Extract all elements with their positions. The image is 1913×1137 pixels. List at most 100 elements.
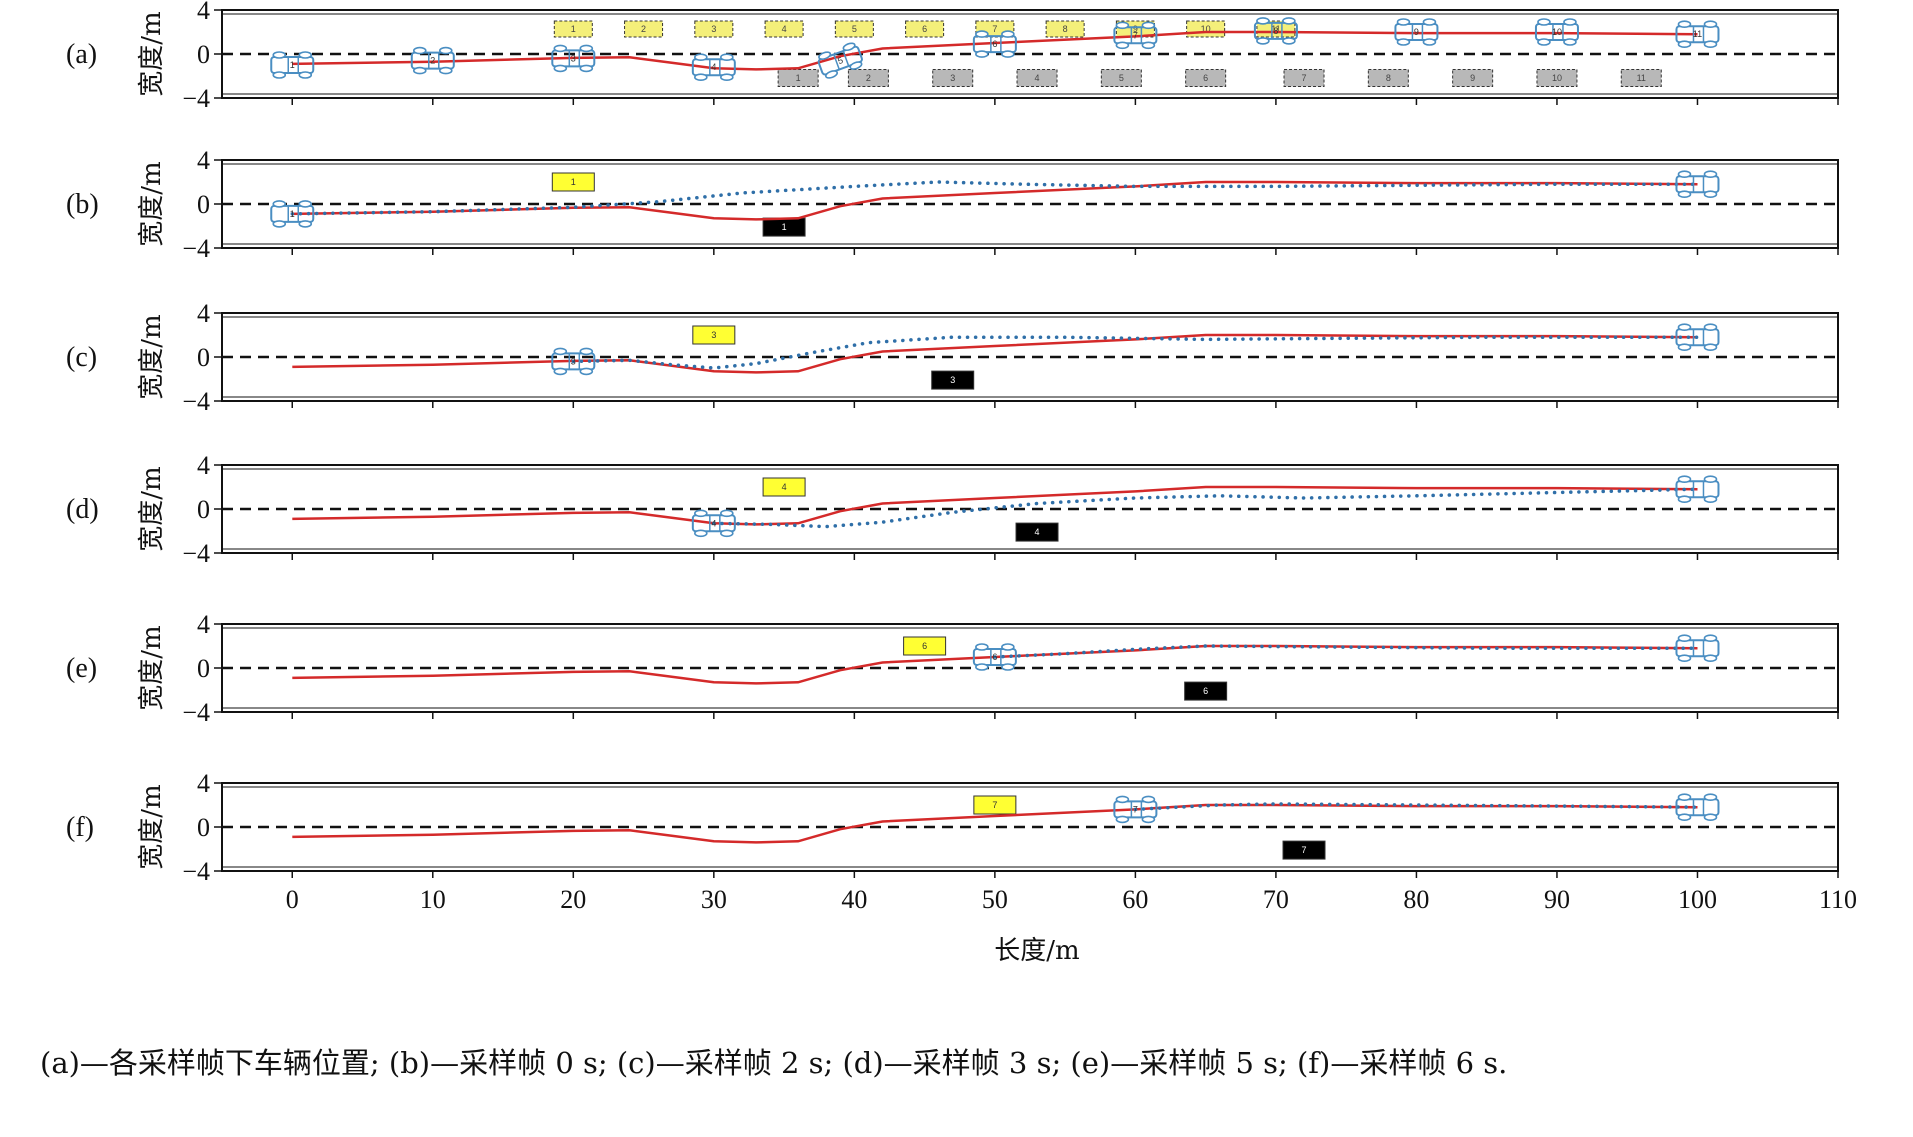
vehicle: 3 [551,44,596,73]
vehicle-id-label: 8 [1273,26,1278,36]
vehicle-cabin-line [842,50,850,67]
y-tick-label: −4 [182,84,210,113]
vehicle-wheel [553,64,568,73]
vehicle-body [972,648,1017,666]
box-rect [1282,840,1326,860]
vehicle-wheel [553,347,568,356]
vehicle-wheel [412,46,427,55]
vehicle-wheel [1422,18,1437,26]
box-number: 11 [1271,24,1280,34]
vehicle-wheel [1115,815,1130,824]
predicted-path [571,335,1700,370]
x-tick-label: 50 [982,885,1008,914]
vehicle-wheel [1703,190,1718,198]
vehicle-body [1675,798,1720,817]
gray-box: 10 [1536,69,1578,87]
vehicle-wheel [720,53,734,61]
panel-b: −4 0 4 宽度/m (b) 1 1 1 [66,146,1839,263]
vehicle-wheel [438,46,453,55]
panel-d: −4 0 4 宽度/m (d) 4 4 4 [66,451,1839,568]
vehicle-wheel [694,73,708,81]
box-rect [692,325,736,345]
x-tick-label: 20 [560,885,586,914]
vehicle-wheel [1677,190,1692,198]
box-number: 9 [1470,73,1475,83]
yellow-box: 3 [692,325,736,345]
gray-box: 1 [777,69,819,87]
panel-f: −4 0 4 宽度/m (f) 7 7 7 [66,769,1839,886]
y-axis-label: 宽度/m [137,625,167,710]
vehicle-wheel [1141,795,1156,804]
box-rect [1045,20,1085,38]
box-rect [1367,69,1409,87]
vehicle-id-label: 1 [290,60,295,70]
vehicle: 8 [1253,17,1298,45]
box-number: 7 [992,24,997,34]
panel-label: (c) [66,342,97,373]
box-number: 7 [992,800,997,810]
vehicle-id-label: 4 [711,62,716,72]
vehicle-wheel [1677,475,1692,484]
vehicle-body [1675,175,1720,194]
vehicle-wheel [1001,50,1015,58]
vehicle-wheel [272,51,287,59]
box-rect [1015,522,1059,542]
box-number: 5 [1119,73,1124,83]
y-tick-label: −4 [182,857,210,886]
vehicle-wheel [579,64,594,73]
box-number: 6 [1203,686,1208,696]
vehicle-wheel [272,71,287,79]
vehicle-wheel [298,71,313,79]
vehicle-body [1113,800,1158,819]
vehicle: 11 [1675,20,1720,49]
vehicle: 7 [1113,21,1158,50]
gray-box: 4 [1016,69,1058,87]
vehicle: 4 [691,509,736,538]
vehicle-body [1253,21,1298,40]
box-rect [553,20,593,38]
gray-box: 7 [1283,69,1325,87]
vehicle: 6 [972,30,1017,58]
vehicle-body [1675,25,1720,44]
black-box: 4 [1015,522,1059,542]
vehicle-wheel [1677,20,1692,29]
vehicle-id-label: 6 [992,652,997,662]
vehicle-wheel [694,509,708,518]
box-number: 6 [922,24,927,34]
yellow-box: 4 [764,20,804,38]
gray-box: 2 [847,69,889,87]
box-rect [834,20,874,38]
trajectory-line [292,30,1698,71]
yellow-box: 10 [1186,20,1226,38]
vehicle-wheel [1396,38,1411,46]
box-rect [551,172,595,192]
vehicle-wheel [818,51,832,60]
vehicle: 9 [1394,18,1439,46]
predicted-path [993,644,1700,659]
vehicle-id-label: 3 [571,53,576,63]
box-number: 8 [1386,73,1391,83]
vehicle-wheel [1677,40,1692,49]
box-rect [1100,69,1142,87]
y-tick-label: 4 [197,451,210,480]
vehicle [1675,793,1720,822]
box-number: 4 [782,482,787,492]
vehicle-wheel [1115,21,1130,30]
box-number: 8 [1063,24,1068,34]
vehicle-id-label: 1 [290,209,295,219]
vehicle-wheel [1677,323,1692,332]
y-tick-label: 0 [197,190,210,219]
figure-caption: (a)—各采样帧下车辆位置; (b)—采样帧 0 s; (c)—采样帧 2 s;… [40,1046,1508,1080]
vehicle-wheel [1001,643,1015,651]
predicted-path [290,180,1700,216]
box-rect [973,795,1017,815]
box-rect [1283,69,1325,87]
vehicle-wheel [579,44,594,53]
vehicle-body [1534,23,1579,41]
panel-c: −4 0 4 宽度/m (c) 3 3 3 [66,299,1839,416]
y-tick-label: 4 [197,610,210,639]
yellow-box: 3 [694,20,734,38]
x-tick-label: 100 [1678,885,1717,914]
vehicle-wheel [412,66,427,75]
box-number: 4 [1035,527,1040,537]
